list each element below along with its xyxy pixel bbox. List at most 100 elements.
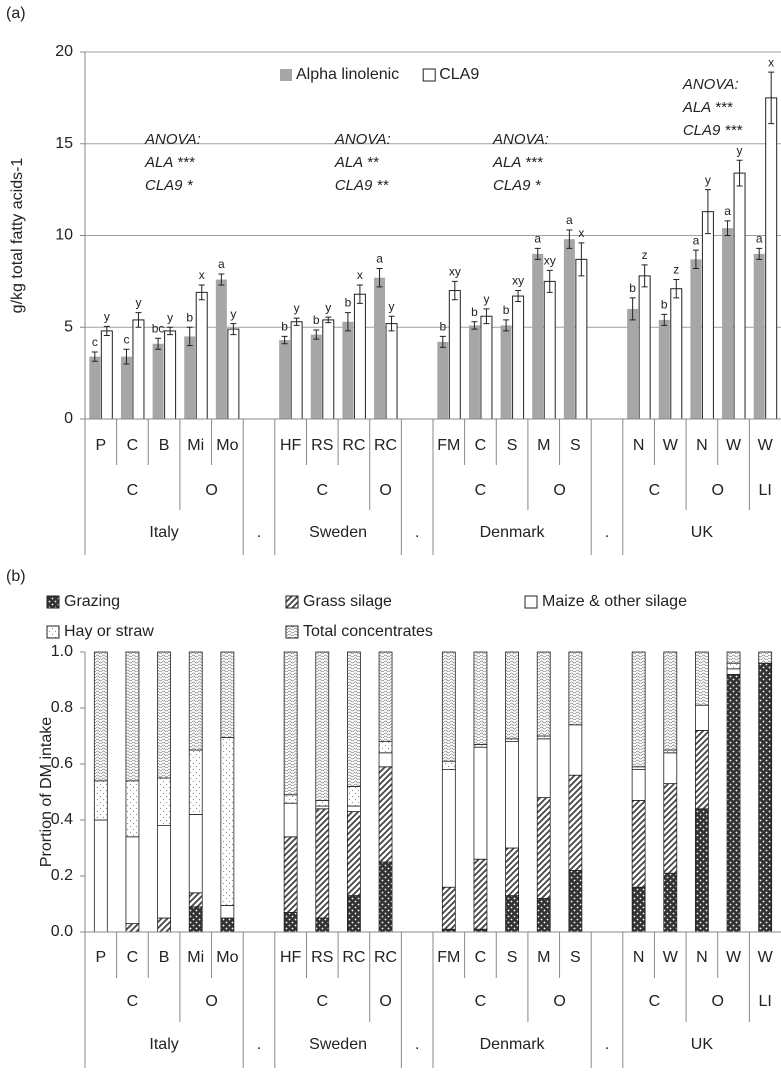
bar [627,308,639,419]
significance-letter: a [218,257,225,271]
bar-segment [663,749,678,754]
y-tick-label: 5 [64,318,73,335]
bar-segment [188,651,203,751]
bar [279,340,291,419]
bar [227,328,240,420]
bar-segment [758,651,773,664]
x-tick-label: S [570,437,581,454]
anova-annotation: ALA *** [144,154,196,171]
error-bar [388,315,395,332]
error-bar [155,337,162,350]
bar-segment [568,870,583,933]
y-tick-label: 1.0 [51,643,73,660]
bar-segment [93,651,108,782]
bar-segment [631,766,646,770]
bar-segment [157,917,171,933]
error-bar [641,264,648,288]
error-bar [167,326,174,336]
significance-letter: bc [152,321,165,335]
bar [385,323,398,420]
x-tick-label: W [758,949,774,966]
group-label: O [712,482,724,499]
bar [437,341,449,419]
country-label: Denmark [480,524,546,541]
bar-segment [188,892,203,908]
x-tick-label: Mo [216,949,238,966]
significance-letter: y [104,310,110,324]
bar-segment [663,752,678,784]
x-tick-label: S [507,949,518,966]
legend-swatch [280,69,292,81]
x-tick-label: N [696,437,708,454]
bar-segment [473,858,488,930]
bar-segment [473,746,488,860]
group-label: O [205,993,217,1010]
bar-segment [441,651,456,762]
country-label: Sweden [309,524,367,541]
error-bar [356,284,363,304]
legend-label: Total concentrates [303,623,433,640]
bar-segment [726,651,741,664]
bar-segment [631,769,646,801]
group-label: C [649,482,661,499]
legend-label: CLA9 [439,66,479,83]
error-bar [451,280,458,301]
group-label: O [712,993,724,1010]
bar [100,330,113,420]
bar-segment [315,651,330,801]
error-bar [376,268,383,288]
significance-letter: a [693,233,700,247]
significance-letter: x [768,55,774,69]
anova-annotation: CLA9 *** [683,122,743,139]
bar-segment [347,805,361,812]
significance-letter: a [724,204,731,218]
significance-letter: b [345,296,352,310]
significance-letter: b [313,313,320,327]
bar [132,319,145,420]
group-label: C [475,993,487,1010]
error-bar [123,348,130,365]
group-label: O [379,482,391,499]
country-label: Italy [149,524,178,541]
y-tick-label: 0.2 [51,867,73,884]
y-tick-label: 15 [55,135,73,152]
error-bar [186,326,193,347]
bar-segment [157,651,171,779]
anova-annotation: ANOVA: [492,131,549,148]
significance-letter: y [294,301,300,315]
x-tick-label: RC [374,437,397,454]
error-bar [661,313,668,326]
error-bar [218,273,225,286]
significance-letter: a [756,232,763,246]
legend-label: Grazing [64,593,120,610]
significance-letter: b [186,310,193,324]
bar-segment [315,808,330,919]
bar [543,280,556,420]
bar [638,275,651,420]
x-tick-label: FM [437,949,460,966]
bar [658,319,670,419]
significance-letter: y [389,299,395,313]
significance-letter: xy [544,254,556,268]
x-tick-label: B [159,949,170,966]
bar [184,336,196,419]
significance-letter: a [566,213,573,227]
panel-label: (a) [6,5,26,22]
bar-segment [283,836,298,913]
legend-swatch [422,68,436,82]
anova-annotation: ANOVA: [682,76,739,93]
x-tick-label: S [507,437,518,454]
group-label: C [127,482,139,499]
bar-segment [568,774,583,871]
bar-segment [473,651,488,745]
y-axis-label: Prortion of DM intake [38,717,55,867]
error-bar [534,247,541,260]
x-tick-label: HF [280,949,302,966]
bar-segment [441,769,456,888]
significance-letter: c [123,332,129,346]
bar-segment [536,738,551,798]
significance-letter: b [281,320,288,334]
bar [512,295,525,420]
significance-letter: b [471,305,478,319]
